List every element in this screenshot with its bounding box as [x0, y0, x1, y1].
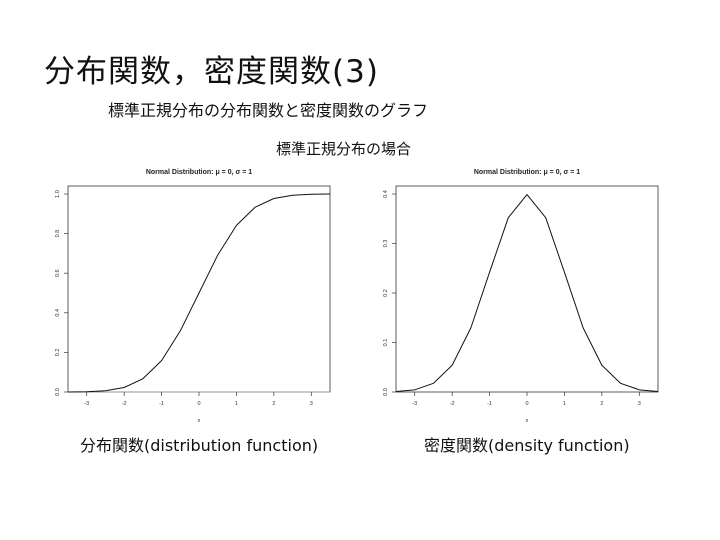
y-tick-label: 0.8 — [55, 230, 61, 238]
section-label: 標準正規分布の場合 — [276, 140, 412, 158]
y-tick-label: 0.3 — [383, 240, 389, 248]
x-tick-label: 1 — [235, 401, 238, 407]
x-tick-label: -3 — [84, 401, 89, 407]
slide-title: 分布関数，密度関数(3) — [44, 54, 379, 90]
cdf-caption: 分布関数(distribution function) — [80, 436, 319, 455]
series-line — [395, 194, 659, 393]
y-tick-label: 0.6 — [55, 269, 61, 277]
y-tick-label: 1.0 — [55, 190, 61, 198]
y-tick-label: 0.1 — [383, 339, 389, 347]
series-line — [67, 193, 331, 393]
x-tick-label: -2 — [450, 401, 455, 407]
y-tick-label: 0.2 — [55, 349, 61, 357]
x-tick-label: 0 — [525, 401, 528, 407]
x-axis-label: x — [198, 418, 201, 424]
slide-subtitle: 標準正規分布の分布関数と密度関数のグラフ — [108, 101, 429, 120]
y-tick-label: 0.0 — [55, 388, 61, 396]
x-tick-label: -1 — [487, 401, 492, 407]
pdf-caption: 密度関数(density function) — [424, 436, 630, 455]
pdf-chart: Normal Distribution: μ = 0, σ = 1 0.0 0.1 0… — [383, 169, 659, 424]
x-tick-label: 0 — [197, 401, 200, 407]
x-tick-label: -3 — [412, 401, 417, 407]
y-tick-label: 0.4 — [55, 309, 61, 317]
x-tick-label: 3 — [638, 401, 641, 407]
plot-frame — [395, 185, 659, 393]
cdf-plot: Normal Distribution: μ = 0, σ = 1 0.0 0.2 0… — [55, 160, 340, 430]
plot-frame — [67, 185, 331, 393]
x-tick-label: 2 — [272, 401, 275, 407]
chart-title: Normal Distribution: μ = 0, σ = 1 — [146, 169, 252, 176]
x-axis-label: x — [526, 418, 529, 424]
cdf-chart: Normal Distribution: μ = 0, σ = 1 0.0 0.2 0… — [55, 169, 331, 424]
y-tick-label: 0.4 — [383, 190, 389, 198]
x-tick-label: 1 — [563, 401, 566, 407]
chart-title: Normal Distribution: μ = 0, σ = 1 — [474, 169, 580, 176]
y-tick-label: 0.2 — [383, 289, 389, 297]
x-tick-label: -2 — [122, 401, 127, 407]
x-tick-label: 2 — [600, 401, 603, 407]
y-tick-label: 0.0 — [383, 388, 389, 396]
x-tick-label: -1 — [159, 401, 164, 407]
x-tick-label: 3 — [310, 401, 313, 407]
pdf-plot: Normal Distribution: μ = 0, σ = 1 0.0 0.1 0… — [383, 160, 668, 430]
